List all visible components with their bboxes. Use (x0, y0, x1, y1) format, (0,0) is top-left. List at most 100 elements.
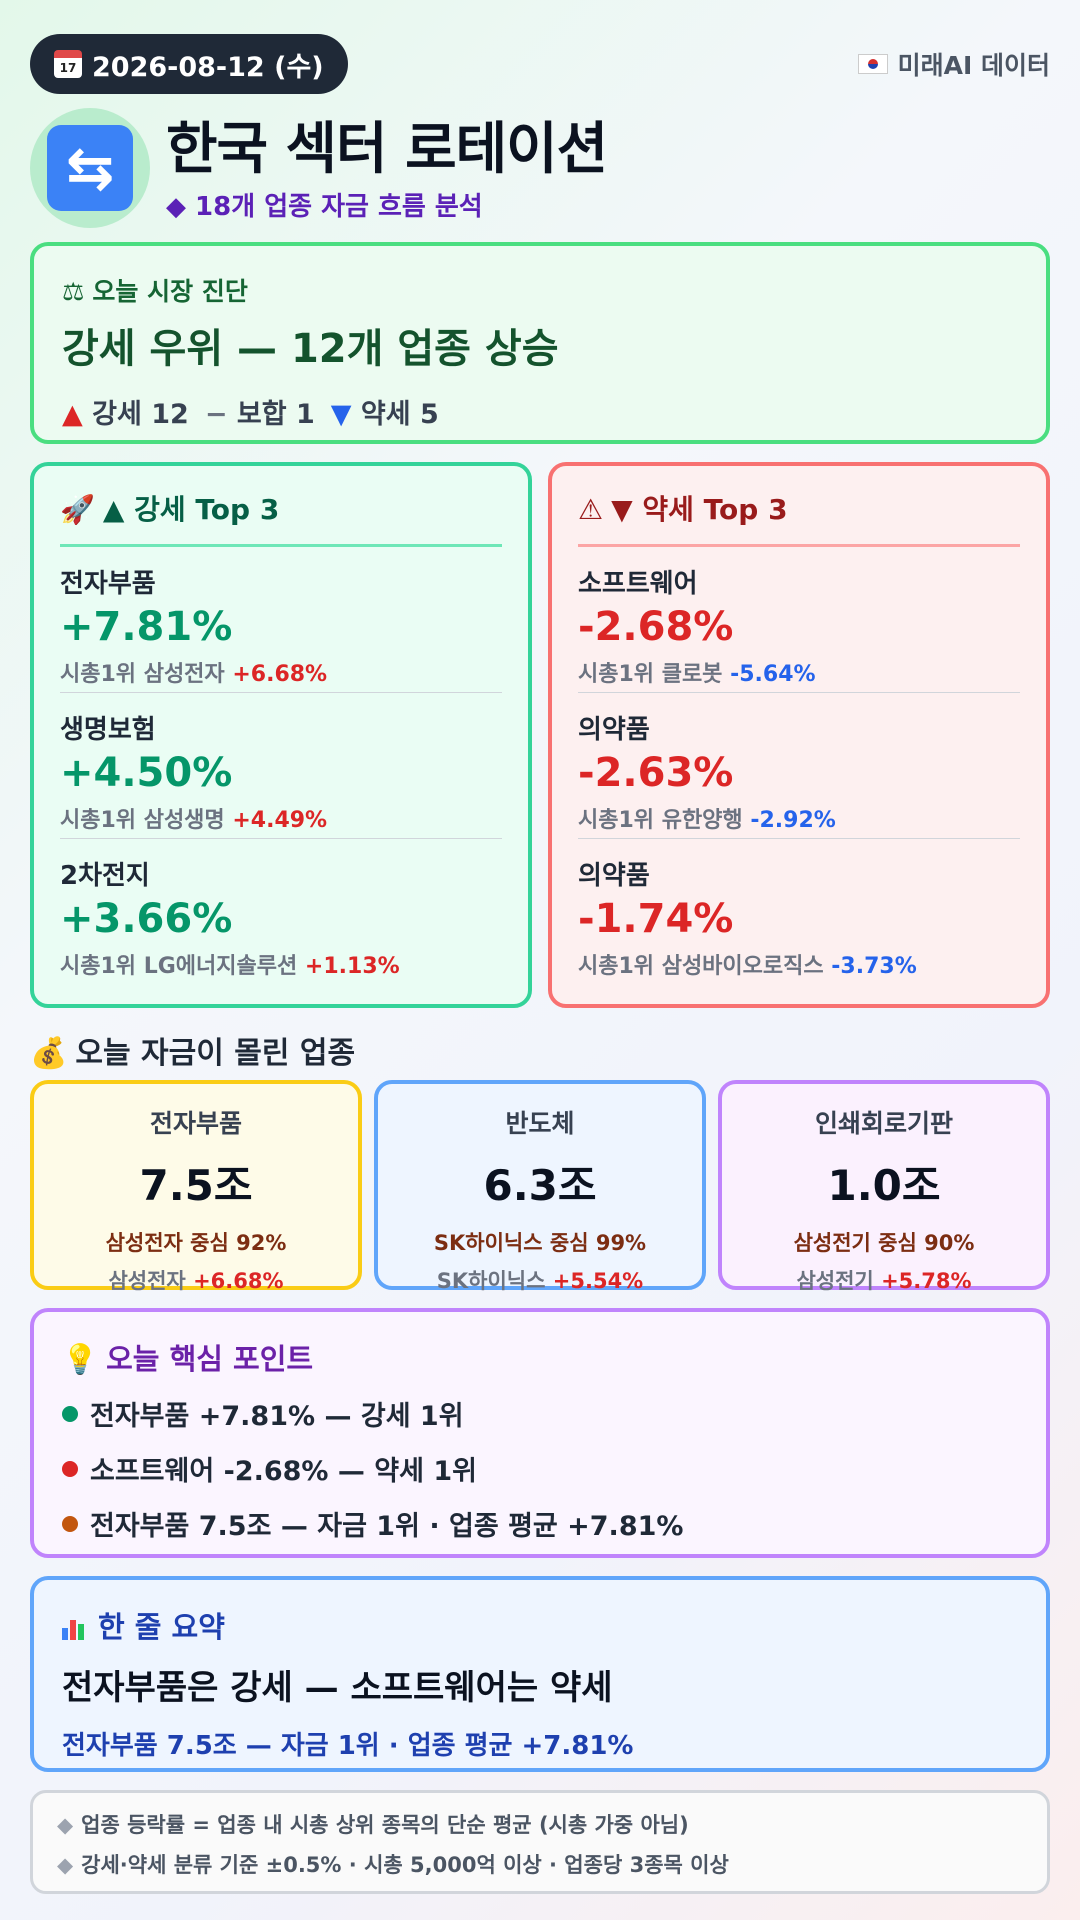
list-item: 의약품 -2.63% 시총1위 유한양행 -2.92% (578, 693, 1020, 839)
scale-icon: ⚖ (62, 277, 85, 306)
date-text: 2026-08-12 (수) (92, 51, 324, 83)
list-item: 2차전지 +3.66% 시총1위 LG에너지솔루션 +1.13% (60, 839, 502, 985)
list-item: 의약품 -1.74% 시총1위 삼성바이오로직스 -3.73% (578, 839, 1020, 985)
sector-name: 생명보험 (60, 715, 156, 745)
flow-amount: 1.0조 (827, 1161, 941, 1210)
sector-pct: -2.63% (578, 750, 734, 796)
sector-name: 2차전지 (60, 861, 150, 891)
neutral-count-text: 보합 1 (236, 399, 315, 430)
leader-pct: +1.13% (304, 954, 400, 979)
leader-prefix: 시총1위 (60, 662, 137, 687)
warning-icon: ⚠ (578, 493, 604, 526)
point-text: 전자부품 +7.81% — 강세 1위 (90, 1401, 464, 1432)
leader-pct: -5.64% (730, 662, 816, 687)
leader-pct: -3.73% (831, 954, 917, 979)
key-points-card: 💡 오늘 핵심 포인트 전자부품 +7.81% — 강세 1위 소프트웨어 -2.… (30, 1308, 1050, 1558)
list-item: 전자부품 +7.81% 시총1위 삼성전자 +6.68% (60, 547, 502, 693)
red-dot-icon (62, 1460, 78, 1477)
bar-chart-icon (62, 1614, 88, 1640)
diagnosis-label: ⚖ 오늘 시장 진단 (62, 272, 1018, 308)
key-points-title: 💡 오늘 핵심 포인트 (62, 1336, 1018, 1378)
sector-leader: 시총1위 삼성바이오로직스 -3.73% (578, 948, 1020, 980)
summary-title-text: 한 줄 요약 (98, 1610, 225, 1644)
flow-leader: SK하이닉스 +5.54% (378, 1265, 702, 1295)
source-text: 미래AI 데이터 (897, 51, 1050, 80)
list-item: 생명보험 +4.50% 시총1위 삼성생명 +4.49% (60, 693, 502, 839)
money-flow-title-text: 오늘 자금이 몰린 업종 (75, 1036, 356, 1071)
diagnosis-counts: ▲ 강세 12 − 보합 1 ▼ 약세 5 (62, 392, 1018, 431)
flow-leader-name: SK하이닉스 (436, 1269, 546, 1293)
leader-prefix: 시총1위 (578, 662, 655, 687)
sector-pct: -2.68% (578, 604, 734, 650)
flow-sector: 전자부품 (149, 1109, 242, 1138)
leader-pct: +6.68% (232, 662, 328, 687)
logo: ⇆ (30, 108, 150, 228)
sector-name: 소프트웨어 (578, 569, 698, 599)
leader-prefix: 시총1위 (578, 954, 655, 979)
list-item: 소프트웨어 -2.68% 시총1위 클로봇 -5.64% (578, 547, 1020, 693)
diamond-icon: ◆ (57, 1813, 74, 1837)
footnote: ◆ 강세·약세 분류 기준 ±0.5% · 시총 5,000억 이상 · 업종당 … (57, 1849, 1023, 1879)
footnote: ◆ 업종 등락률 = 업종 내 시총 상위 종목의 단순 평균 (시총 가중 아님… (57, 1809, 1023, 1839)
strong-top3-panel: 🚀 ▲ 강세 Top 3 전자부품 +7.81% 시총1위 삼성전자 +6.68%… (30, 462, 532, 1008)
summary-card: 한 줄 요약 전자부품은 강세 — 소프트웨어는 약세 전자부품 7.5조 — … (30, 1576, 1050, 1772)
neutral-count: − 보합 1 (205, 392, 315, 431)
down-triangle-icon: ▼ (330, 399, 352, 430)
list-item: 소프트웨어 -2.68% — 약세 1위 (62, 1449, 1018, 1488)
weak-top3-panel: ⚠ ▼ 약세 Top 3 소프트웨어 -2.68% 시총1위 클로봇 -5.64%… (548, 462, 1050, 1008)
flow-concentration: 삼성전자 중심 92% (105, 1231, 287, 1255)
diamond-icon: ◆ (57, 1853, 74, 1877)
flow-sector: 반도체 (505, 1109, 575, 1138)
korea-flag-icon (857, 54, 888, 74)
sector-pct: +7.81% (60, 604, 233, 650)
sector-leader: 시총1위 유한양행 -2.92% (578, 802, 1020, 834)
leader-name: 삼성전자 (143, 662, 225, 687)
diagnosis-label-text: 오늘 시장 진단 (92, 277, 248, 306)
strong-count-text: 강세 12 (92, 399, 189, 430)
flow-leader-name: 삼성전자 (108, 1269, 186, 1293)
leader-name: 삼성생명 (143, 808, 225, 833)
flow-leader-pct: +6.68% (193, 1269, 284, 1293)
point-text: 전자부품 7.5조 — 자금 1위 · 업종 평균 +7.81% (90, 1511, 684, 1542)
summary-main: 전자부품은 강세 — 소프트웨어는 약세 (62, 1668, 613, 1708)
market-diagnosis-card: ⚖ 오늘 시장 진단 강세 우위 — 12개 업종 상승 ▲ 강세 12 − 보합… (30, 242, 1050, 444)
summary-sub: 전자부품 7.5조 — 자금 1위 · 업종 평균 +7.81% (62, 1731, 634, 1761)
diagnosis-title: 강세 우위 — 12개 업종 상승 (62, 326, 559, 372)
weak-count: ▼ 약세 5 (331, 392, 439, 431)
sector-leader: 시총1위 LG에너지솔루션 +1.13% (60, 948, 502, 980)
leader-name: LG에너지솔루션 (143, 954, 298, 979)
sector-name: 의약품 (578, 861, 650, 891)
footnotes: ◆ 업종 등락률 = 업종 내 시총 상위 종목의 단순 평균 (시총 가중 아님… (30, 1790, 1050, 1894)
flow-leader-pct: +5.78% (881, 1269, 972, 1293)
flow-concentration: 삼성전기 중심 90% (793, 1231, 975, 1255)
sector-leader: 시총1위 삼성생명 +4.49% (60, 802, 502, 834)
money-flow-card: 인쇄회로기판 1.0조 삼성전기 중심 90% 삼성전기 +5.78% (718, 1080, 1050, 1293)
point-text: 소프트웨어 -2.68% — 약세 1위 (90, 1456, 477, 1487)
sector-pct: +4.50% (60, 750, 233, 796)
leader-name: 유한양행 (661, 808, 743, 833)
calendar-icon: 17 (54, 50, 82, 78)
leader-pct: -2.92% (750, 808, 836, 833)
leader-pct: +4.49% (232, 808, 328, 833)
flow-sector: 인쇄회로기판 (814, 1109, 953, 1138)
sector-pct: -1.74% (578, 896, 734, 942)
dash-icon: − (204, 399, 228, 430)
weak-top3-header: ⚠ ▼ 약세 Top 3 (578, 488, 1020, 547)
rocket-icon: 🚀 (60, 493, 95, 526)
flow-leader-name: 삼성전기 (796, 1269, 874, 1293)
money-flow-card: 반도체 6.3조 SK하이닉스 중심 99% SK하이닉스 +5.54% (374, 1080, 706, 1293)
up-triangle-icon: ▲ (62, 399, 83, 430)
list-item: 전자부품 +7.81% — 강세 1위 (62, 1394, 1018, 1433)
date-badge: 17 2026-08-12 (수) (30, 34, 348, 94)
key-points-title-text: 오늘 핵심 포인트 (106, 1342, 314, 1376)
footnote-text: 업종 등락률 = 업종 내 시총 상위 종목의 단순 평균 (시총 가중 아님) (81, 1813, 689, 1837)
flow-leader: 삼성전자 +6.68% (34, 1265, 358, 1295)
rotate-arrows-icon: ⇆ (47, 125, 133, 211)
leader-prefix: 시총1위 (60, 808, 137, 833)
strong-count: ▲ 강세 12 (62, 392, 189, 431)
strong-top3-title: ▲ 강세 Top 3 (102, 493, 280, 526)
green-dot-icon (62, 1405, 78, 1422)
leader-prefix: 시총1위 (578, 808, 655, 833)
flow-amount: 7.5조 (139, 1161, 253, 1210)
list-item: 전자부품 7.5조 — 자금 1위 · 업종 평균 +7.81% (62, 1504, 1018, 1543)
